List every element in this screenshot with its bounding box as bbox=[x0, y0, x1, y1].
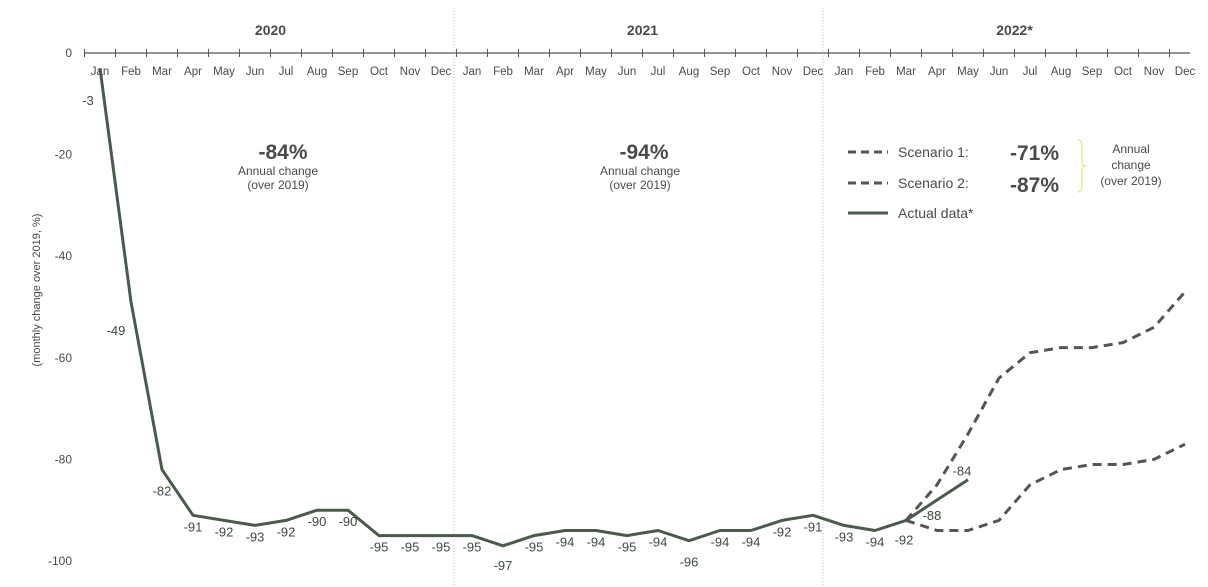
data-label: -94 bbox=[587, 535, 606, 550]
legend: Scenario 1: -71% Scenario 2: -87% Actual… bbox=[848, 139, 1162, 221]
data-label: -3 bbox=[82, 93, 94, 108]
x-tick-label: Jul bbox=[279, 66, 294, 78]
x-tick-label: May bbox=[585, 66, 607, 78]
data-label: -95 bbox=[401, 540, 420, 555]
x-tick-label: Feb bbox=[493, 66, 513, 78]
x-tick-label: Apr bbox=[556, 66, 574, 78]
data-label: -95 bbox=[432, 540, 451, 555]
series-line-scenario1 bbox=[904, 290, 1187, 522]
data-label: -92 bbox=[215, 524, 234, 539]
legend-scenario2-label: Scenario 2: bbox=[898, 175, 969, 191]
data-label: -92 bbox=[277, 524, 296, 539]
legend-scenario1-annual: -71% bbox=[1010, 142, 1059, 165]
year-label: 2021 bbox=[627, 22, 658, 38]
data-label: -49 bbox=[107, 323, 126, 338]
data-label: -91 bbox=[184, 519, 203, 534]
x-tick-label: Jul bbox=[651, 66, 666, 78]
x-tick-label: Jun bbox=[990, 66, 1009, 78]
x-tick-label: Sep bbox=[338, 66, 358, 78]
x-tick-label: Oct bbox=[370, 66, 389, 78]
y-axis-label: (monthly change over 2019, %) bbox=[31, 214, 43, 367]
x-tick-label: Mar bbox=[524, 66, 544, 78]
data-label: -92 bbox=[773, 524, 792, 539]
data-label: -90 bbox=[339, 514, 358, 529]
x-tick-label: Nov bbox=[772, 66, 793, 78]
data-label: -96 bbox=[680, 555, 699, 570]
x-tick-label: Oct bbox=[1114, 66, 1133, 78]
x-tick-label: Jan bbox=[835, 66, 854, 78]
x-tick-label: Feb bbox=[121, 66, 141, 78]
x-tick-label: Jun bbox=[618, 66, 637, 78]
year-label: 2020 bbox=[255, 22, 286, 38]
data-label: -84 bbox=[953, 464, 972, 479]
x-tick-label: Aug bbox=[1051, 66, 1071, 78]
x-tick-label: Dec bbox=[803, 66, 824, 78]
y-tick-label: -60 bbox=[55, 351, 73, 365]
annual-change-2020-sub: (over 2019) bbox=[247, 178, 308, 192]
data-label: -94 bbox=[866, 535, 885, 550]
y-tick-label: -20 bbox=[55, 148, 73, 162]
y-tick-label: -40 bbox=[55, 249, 73, 263]
year-label: 2022* bbox=[996, 22, 1033, 38]
x-tick-label: Apr bbox=[928, 66, 946, 78]
data-label: -95 bbox=[618, 540, 637, 555]
legend-brace bbox=[1077, 139, 1087, 193]
x-tick-label: May bbox=[213, 66, 235, 78]
x-tick-label: Oct bbox=[742, 66, 761, 78]
series-line-scenario2 bbox=[905, 442, 1186, 532]
annual-change-2021-text: Annual change bbox=[600, 164, 680, 178]
annual-change-2021-sub: (over 2019) bbox=[609, 178, 670, 192]
series-layer bbox=[98, 68, 1187, 548]
legend-actual-label: Actual data* bbox=[898, 205, 974, 221]
x-tick-label: Sep bbox=[1082, 66, 1102, 78]
x-tick-label: Jul bbox=[1023, 66, 1038, 78]
y-tick-label: -100 bbox=[48, 554, 72, 568]
annual-change-2020-text: Annual change bbox=[238, 164, 318, 178]
x-tick-label: Mar bbox=[896, 66, 916, 78]
x-tick-label: Sep bbox=[710, 66, 730, 78]
data-label: -95 bbox=[370, 540, 389, 555]
x-tick-label: Dec bbox=[1175, 66, 1196, 78]
x-tick-label: Aug bbox=[307, 66, 327, 78]
data-label: -95 bbox=[463, 540, 482, 555]
data-label: -93 bbox=[246, 529, 265, 544]
legend-annual-text: Annual bbox=[1112, 142, 1149, 156]
legend-scenario2-annual: -87% bbox=[1010, 174, 1059, 197]
data-label: -88 bbox=[923, 508, 942, 523]
legend-annual-text2: change bbox=[1111, 158, 1151, 172]
y-tick-label: 0 bbox=[65, 46, 72, 60]
data-labels: -3 -49 -82 -91 -92 -93 -92 -90 -90 -95 -95 -95 -95 -9… bbox=[82, 93, 971, 573]
x-tick-label: Aug bbox=[679, 66, 699, 78]
axes: Jan Feb Mar Apr May Jun Jul Aug Sep Oct Nov Dec Jan F… bbox=[48, 8, 1196, 587]
x-tick-label: Feb bbox=[865, 66, 885, 78]
x-tick-label: May bbox=[957, 66, 979, 78]
series-line-actual bbox=[98, 68, 969, 548]
data-label: -94 bbox=[556, 535, 575, 550]
annual-change-2021: -94% bbox=[619, 141, 668, 164]
data-label: -93 bbox=[835, 529, 854, 544]
data-label: -94 bbox=[649, 535, 668, 550]
legend-annual-text3: (over 2019) bbox=[1100, 174, 1161, 188]
x-tick-label: Jun bbox=[246, 66, 265, 78]
data-label: -92 bbox=[895, 532, 914, 547]
data-label: -97 bbox=[494, 558, 513, 573]
x-tick-label: Apr bbox=[184, 66, 202, 78]
data-label: -90 bbox=[308, 514, 327, 529]
data-label: -95 bbox=[525, 540, 544, 555]
x-tick-label: Jan bbox=[463, 66, 482, 78]
annual-change-2020: -84% bbox=[258, 141, 307, 164]
legend-scenario1-label: Scenario 1: bbox=[898, 144, 969, 160]
data-label: -91 bbox=[804, 519, 823, 534]
data-label: -82 bbox=[153, 484, 172, 499]
data-label: -94 bbox=[711, 535, 730, 550]
data-label: -94 bbox=[742, 535, 761, 550]
x-tick-label: Dec bbox=[431, 66, 452, 78]
y-tick-label: -80 bbox=[55, 452, 73, 466]
x-tick-label: Nov bbox=[1144, 66, 1165, 78]
x-tick-label: Mar bbox=[152, 66, 172, 78]
x-tick-label: Nov bbox=[400, 66, 421, 78]
